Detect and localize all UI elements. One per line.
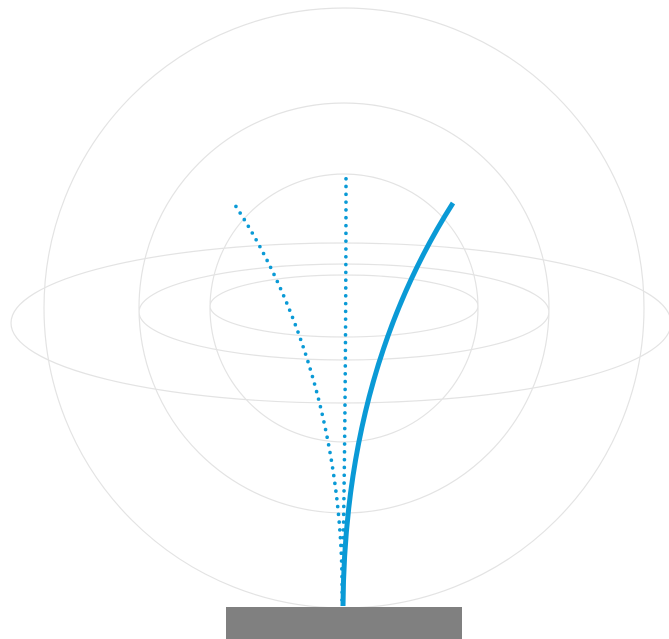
- outer-guide-circle: [43, 7, 645, 609]
- guide-circles: [43, 7, 645, 609]
- rod-positions: [231, 174, 456, 607]
- rod-bent-left-dotted: [231, 200, 344, 602]
- outer-guide-ellipse: [10, 242, 669, 404]
- rod-upright-dotted: [340, 174, 348, 602]
- guide-ellipses: [10, 242, 669, 404]
- rod-bent-right-solid: [340, 201, 456, 607]
- inner-guide-circle: [209, 173, 479, 443]
- middle-guide-ellipse: [138, 263, 550, 361]
- inner-guide-ellipse: [209, 274, 479, 338]
- rod-base-block: [226, 607, 462, 639]
